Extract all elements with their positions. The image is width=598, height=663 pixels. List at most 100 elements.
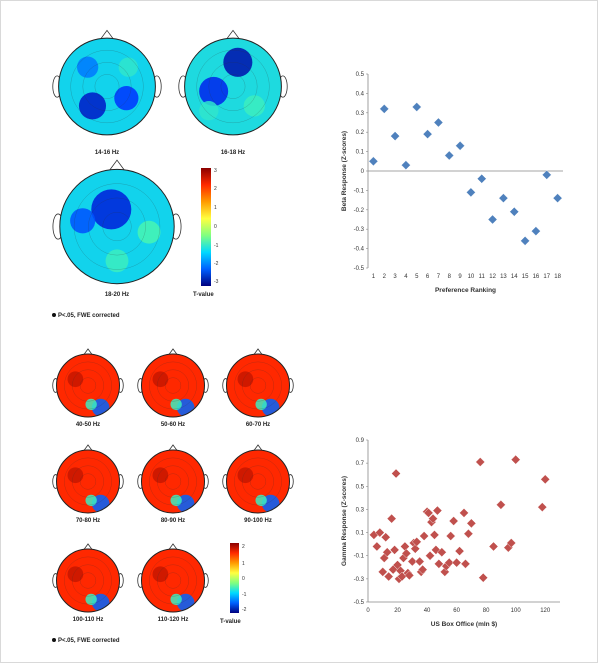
field-region [105, 249, 129, 273]
head-outline [226, 353, 290, 418]
scalp-map [52, 543, 124, 613]
y-tick-label: 0.1 [356, 150, 365, 156]
y-tick-label: 0 [361, 169, 365, 175]
x-tick-label: 120 [540, 608, 551, 614]
topomap-80-90 [137, 441, 209, 516]
data-point [372, 541, 382, 552]
head-outline [141, 548, 205, 613]
contour-line [79, 572, 97, 589]
data-point [401, 160, 411, 170]
field-region [255, 398, 267, 411]
field-region [237, 371, 254, 388]
field-region [243, 95, 265, 117]
colorbar-tick: -1 [214, 243, 219, 249]
x-tick-label: 2 [383, 274, 387, 280]
data-point [463, 528, 474, 539]
field-region [170, 494, 182, 507]
data-point [506, 538, 517, 548]
data-point [425, 550, 435, 561]
x-tick-label: 6 [426, 274, 430, 280]
contour-line [157, 465, 189, 498]
topomap-18-20 [52, 152, 182, 290]
data-point [429, 530, 440, 540]
colorbar-tick: 1 [214, 205, 217, 211]
scalp-map [222, 444, 294, 514]
significance-dot-icon [52, 638, 56, 643]
colorbar-tick: 0 [214, 224, 217, 230]
data-point [411, 102, 422, 112]
head-outline [141, 353, 205, 418]
topomap-label: 60-70 Hz [245, 422, 271, 428]
field-region [152, 371, 169, 388]
data-point [476, 173, 487, 184]
data-point [389, 545, 400, 555]
data-point [445, 531, 456, 541]
topomap-16-18 [178, 12, 288, 150]
contour-line [94, 74, 120, 99]
field-region [114, 86, 139, 111]
contour-line [164, 473, 182, 490]
head-outline [56, 353, 120, 418]
head-outline [226, 449, 290, 514]
x-tick-label: 7 [437, 274, 441, 280]
colorbar-beta [201, 168, 211, 286]
data-point [454, 546, 465, 556]
x-tick-label: 9 [458, 274, 462, 280]
data-point [368, 156, 379, 167]
data-point [444, 150, 455, 161]
topomap-50-60 [137, 345, 209, 420]
x-tick-label: 1 [372, 274, 376, 280]
data-point [428, 513, 438, 524]
data-point [386, 513, 397, 524]
data-point [400, 541, 410, 552]
x-axis-label: US Box Office (mln $) [431, 621, 497, 628]
colorbar-gamma [230, 543, 239, 613]
scalp-map [137, 348, 209, 418]
y-tick-label: 0.5 [356, 72, 365, 78]
topomap-label: 16-18 Hz [220, 150, 246, 156]
x-tick-label: 3 [393, 274, 397, 280]
data-point [414, 556, 425, 567]
data-point [410, 543, 421, 554]
x-tick-label: 11 [479, 274, 486, 280]
contour-line [249, 473, 267, 490]
y-tick-label: 0.2 [356, 130, 365, 136]
x-tick-label: 80 [483, 608, 490, 614]
data-point [401, 548, 412, 559]
topomap-label: 14-16 Hz [94, 150, 120, 156]
colorbar-tick: 2 [214, 186, 217, 192]
y-tick-label: 0.7 [356, 461, 365, 467]
y-tick-label: -0.5 [354, 600, 365, 606]
scalp-map [222, 348, 294, 418]
data-point [422, 129, 433, 139]
topomap-label: 80-90 Hz [160, 518, 186, 524]
x-tick-label: 8 [448, 274, 452, 280]
data-point [423, 508, 434, 518]
contour-line [164, 572, 182, 589]
topomap-90-100 [222, 441, 294, 516]
data-point [488, 541, 499, 552]
topomap-label: 90-100 Hz [244, 518, 272, 524]
data-point [417, 564, 428, 575]
contour-line [64, 556, 112, 605]
x-axis-label: Preference Ranking [435, 287, 496, 294]
topomap-label: 100-110 Hz [72, 617, 104, 623]
field-region [237, 467, 254, 484]
colorbar-tick: 0 [242, 576, 245, 582]
x-tick-label: 40 [424, 608, 431, 614]
significance-note: P<.05, FWE corrected [52, 313, 120, 319]
data-point [498, 193, 509, 203]
contour-line [149, 457, 197, 506]
data-point [434, 559, 444, 569]
data-point [375, 527, 385, 538]
x-tick-label: 15 [522, 274, 529, 280]
topomap-60-70 [222, 345, 294, 420]
topomap-label: 110-120 Hz [157, 617, 189, 623]
field-region [137, 220, 161, 244]
data-point [379, 104, 390, 114]
data-point [433, 117, 444, 128]
data-point [510, 454, 521, 465]
contour-line [64, 457, 112, 506]
y-tick-label: 0.3 [356, 111, 365, 117]
field-region [67, 467, 84, 484]
